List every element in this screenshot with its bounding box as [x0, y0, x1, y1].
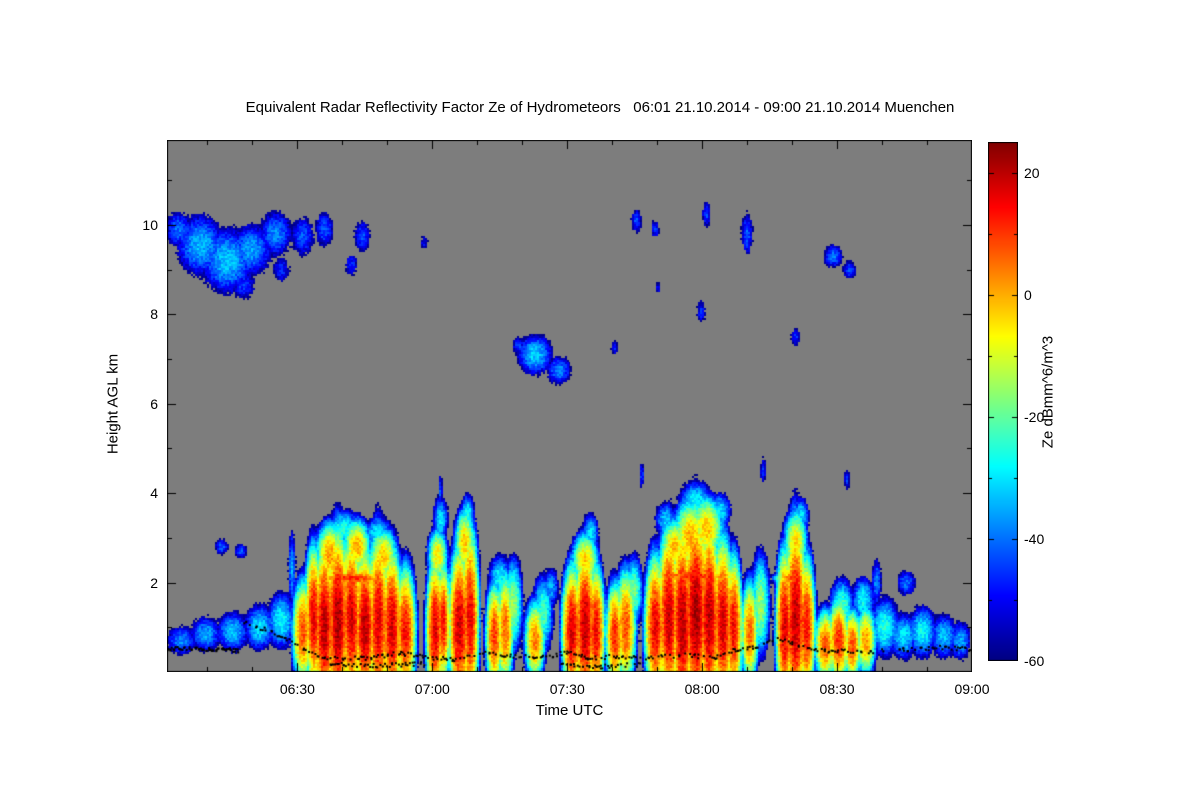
x-tick-label: 07:00	[414, 681, 450, 697]
colorbar-tick-label: 20	[1024, 164, 1040, 181]
radar-heatmap-canvas	[167, 140, 972, 672]
y-tick-label: 2	[150, 574, 158, 591]
x-axis-label: Time UTC	[535, 702, 604, 719]
colorbar-label: Ze dBmm^6/m^3	[1039, 335, 1057, 449]
colorbar-tick-label: -20	[1024, 408, 1045, 425]
x-tick-label: 08:00	[684, 681, 720, 697]
colorbar-canvas	[988, 142, 1018, 661]
x-tick-label: 09:00	[954, 681, 990, 697]
x-tick-label: 08:30	[819, 681, 855, 697]
chart-title: Equivalent Radar Reflectivity Factor Ze …	[245, 99, 955, 116]
y-tick-label: 8	[150, 306, 158, 323]
y-tick-label: 6	[150, 395, 158, 412]
colorbar-tick-label: -60	[1024, 653, 1045, 669]
colorbar-tick-label: 0	[1024, 286, 1032, 303]
y-tick-label: 10	[142, 216, 158, 233]
x-tick-label: 07:30	[549, 681, 585, 697]
y-tick-label: 4	[150, 485, 158, 502]
x-tick-label: 06:30	[279, 681, 315, 697]
colorbar-tick-label: -40	[1024, 530, 1045, 547]
